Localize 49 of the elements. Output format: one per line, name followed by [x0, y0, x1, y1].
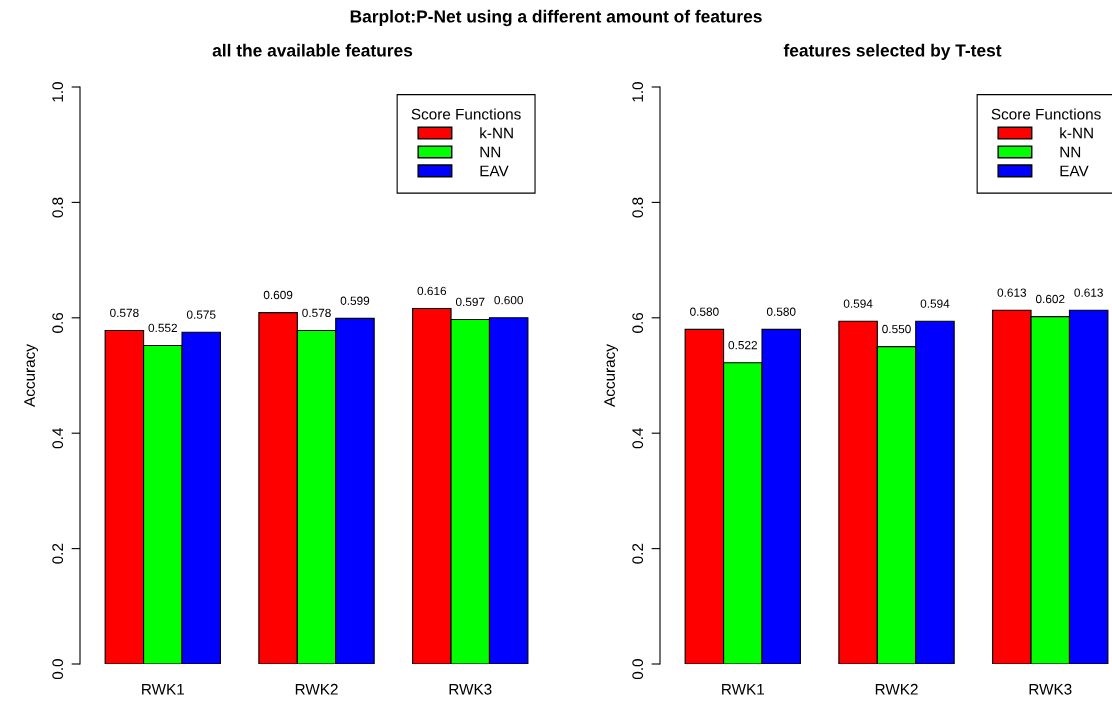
y-axis-title: Accuracy	[24, 344, 38, 407]
data-label: 0.578	[110, 308, 139, 318]
data-label: 0.599	[340, 296, 370, 305]
data-label: 0.578	[302, 308, 331, 318]
y-tick-label: 0.0	[632, 659, 644, 680]
legend-label: k-NN	[480, 127, 513, 139]
y-tick-label: 0.6	[52, 312, 64, 333]
y-tick-label: 1.0	[632, 82, 644, 102]
legend-label: NN	[480, 146, 501, 158]
data-label: 0.594	[843, 299, 873, 308]
y-tick-label: 0.0	[52, 659, 64, 680]
data-label: 0.597	[455, 297, 485, 307]
data-label: 0.550	[882, 324, 911, 334]
legend-label: EAV	[480, 165, 509, 177]
data-label: 0.600	[494, 296, 523, 305]
chart-subtitle: all the available features	[212, 43, 413, 57]
y-tick-label: 0.8	[632, 197, 644, 218]
x-tick-label: RWK3	[1029, 683, 1072, 695]
y-tick-label: 0.2	[52, 543, 64, 564]
y-axis-title: Accuracy	[604, 344, 618, 407]
y-tick-label: 1.0	[52, 82, 64, 102]
data-label: 0.552	[148, 323, 177, 333]
data-label: 0.580	[766, 307, 796, 316]
data-label: 0.616	[417, 286, 447, 296]
y-tick-label: 0.4	[632, 428, 644, 449]
data-label: 0.575	[186, 310, 216, 319]
data-label: 0.602	[1035, 294, 1065, 304]
legend-title: Score Functions	[411, 108, 521, 120]
y-tick-label: 0.4	[52, 428, 64, 449]
x-tick-label: RWK2	[875, 683, 918, 695]
x-tick-label: RWK3	[449, 683, 492, 695]
data-label: 0.580	[690, 307, 719, 316]
data-label: 0.613	[1074, 288, 1103, 297]
legend-title: Score Functions	[991, 108, 1101, 120]
data-label: 0.594	[920, 299, 950, 308]
x-tick-label: RWK2	[295, 683, 338, 695]
y-tick-label: 0.8	[52, 197, 64, 218]
y-tick-label: 0.2	[632, 543, 644, 564]
x-tick-label: RWK1	[722, 684, 764, 695]
legend-label: k-NN	[1060, 127, 1093, 139]
y-tick-label: 0.6	[632, 312, 644, 333]
data-label: 0.609	[263, 290, 293, 300]
data-label: 0.613	[997, 288, 1027, 297]
x-tick-label: RWK1	[142, 684, 184, 695]
legend-label: NN	[1060, 146, 1081, 158]
chart-subtitle: features selected by T-test	[783, 43, 1002, 61]
data-label: 0.522	[728, 341, 757, 350]
legend-label: EAV	[1060, 165, 1089, 177]
chart-title: Barplot:P-Net using a different amount of features	[350, 9, 762, 27]
